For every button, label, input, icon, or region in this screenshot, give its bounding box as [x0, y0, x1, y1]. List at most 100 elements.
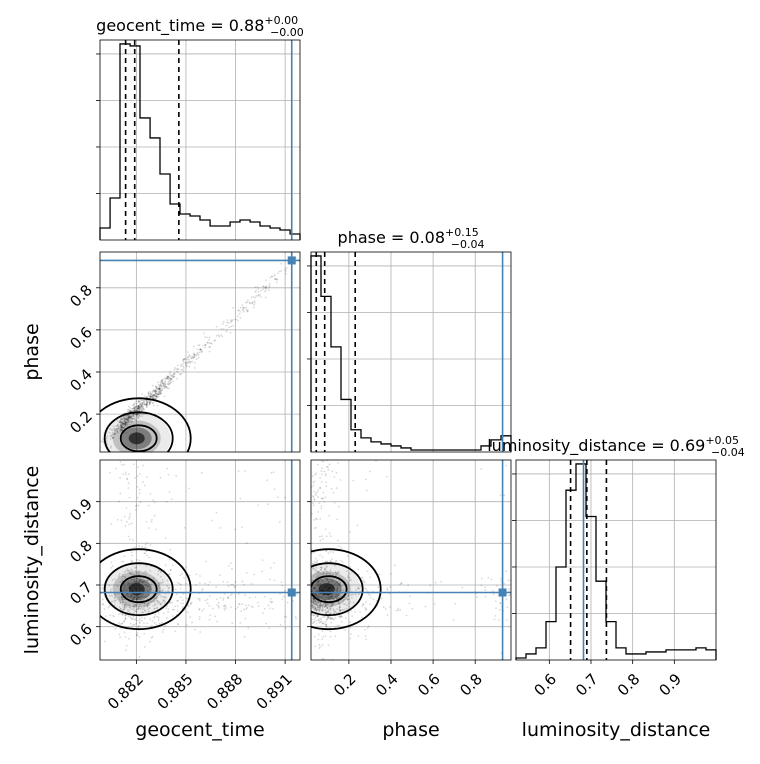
sample-point: [265, 622, 268, 625]
sample-point: [219, 574, 222, 577]
sample-point: [122, 601, 124, 604]
sample-point: [130, 617, 133, 620]
sample-point: [230, 325, 233, 328]
sample-point: [313, 587, 316, 590]
sample-point: [243, 307, 246, 309]
sample-point: [144, 609, 146, 612]
sample-point: [318, 621, 321, 624]
sample-point: [311, 607, 314, 609]
x-tick-label: 0.2: [330, 670, 360, 700]
sample-point: [156, 602, 159, 605]
sample-point: [312, 587, 314, 590]
sample-point: [130, 578, 133, 581]
sample-point: [348, 579, 351, 582]
sample-point: [169, 601, 172, 604]
sample-point: [366, 627, 369, 630]
sample-point: [332, 598, 335, 600]
sample-point: [148, 401, 151, 404]
sample-point: [139, 598, 142, 601]
sample-point: [111, 565, 114, 567]
sample-point: [239, 497, 242, 500]
sample-point: [313, 560, 316, 563]
sample-point: [318, 596, 321, 599]
sample-point: [323, 605, 326, 608]
sample-point: [121, 464, 123, 466]
sample-point: [311, 618, 313, 621]
sample-point: [151, 620, 154, 622]
sample-point: [336, 539, 339, 542]
sample-point: [145, 565, 148, 567]
sample-point: [199, 348, 202, 351]
sample-point: [135, 409, 137, 412]
sample-point: [138, 559, 141, 562]
sample-point: [111, 437, 114, 439]
sample-point: [138, 405, 141, 407]
sample-point: [332, 551, 335, 554]
sample-point: [153, 514, 156, 517]
sample-point: [424, 605, 427, 608]
sample-point: [148, 607, 151, 609]
sample-point: [154, 385, 157, 388]
sample-point: [109, 437, 112, 440]
sample-point: [124, 422, 127, 425]
sample-point: [135, 610, 137, 613]
sample-point: [162, 383, 165, 385]
sample-point: [154, 390, 157, 393]
sample-point: [183, 526, 186, 529]
sample-point: [347, 595, 350, 598]
sample-point: [132, 539, 134, 542]
sample-point: [141, 403, 144, 406]
sample-point: [140, 406, 143, 409]
sample-point: [505, 570, 508, 573]
sample-point: [165, 377, 168, 380]
sample-point: [490, 578, 493, 581]
sample-point: [399, 608, 402, 611]
sample-point: [336, 589, 338, 592]
sample-point: [131, 560, 133, 563]
sample-point: [130, 568, 133, 571]
sample-point: [139, 501, 142, 504]
sample-point: [336, 624, 339, 627]
sample-point: [369, 576, 372, 579]
sample-point: [324, 605, 327, 607]
sample-point: [325, 625, 328, 628]
sample-point: [271, 600, 274, 603]
sample-point: [152, 599, 155, 602]
sample-point: [316, 559, 319, 562]
sample-point: [331, 602, 334, 605]
sample-point: [480, 577, 483, 580]
sample-point: [148, 603, 151, 606]
sample-point: [169, 374, 172, 376]
sample-point: [160, 595, 163, 598]
sample-point: [124, 601, 127, 604]
sample-point: [123, 420, 126, 422]
sample-point: [325, 625, 328, 628]
sample-point: [174, 605, 176, 608]
sample-point: [382, 606, 385, 608]
sample-point: [137, 407, 140, 409]
sample-point: [348, 602, 351, 605]
sample-point: [325, 485, 328, 488]
y-tick-label: 0.2: [66, 407, 96, 437]
sample-point: [151, 384, 154, 387]
sample-point: [157, 388, 160, 391]
sample-point: [148, 588, 151, 591]
sample-point: [408, 595, 411, 598]
sample-point: [317, 586, 320, 588]
sample-point: [120, 425, 123, 428]
sample-point: [148, 394, 150, 397]
sample-point: [339, 616, 342, 619]
sample-point: [123, 589, 126, 592]
sample-point: [262, 285, 265, 288]
sample-point: [153, 615, 156, 618]
sample-point: [101, 603, 104, 605]
sample-point: [159, 388, 161, 390]
sample-point: [227, 585, 230, 587]
sample-point: [284, 589, 286, 592]
sample-point: [272, 561, 275, 564]
sample-point: [134, 581, 137, 583]
sample-point: [121, 426, 124, 429]
sample-point: [179, 587, 182, 590]
sample-point: [331, 593, 334, 596]
sample-point: [331, 617, 334, 620]
